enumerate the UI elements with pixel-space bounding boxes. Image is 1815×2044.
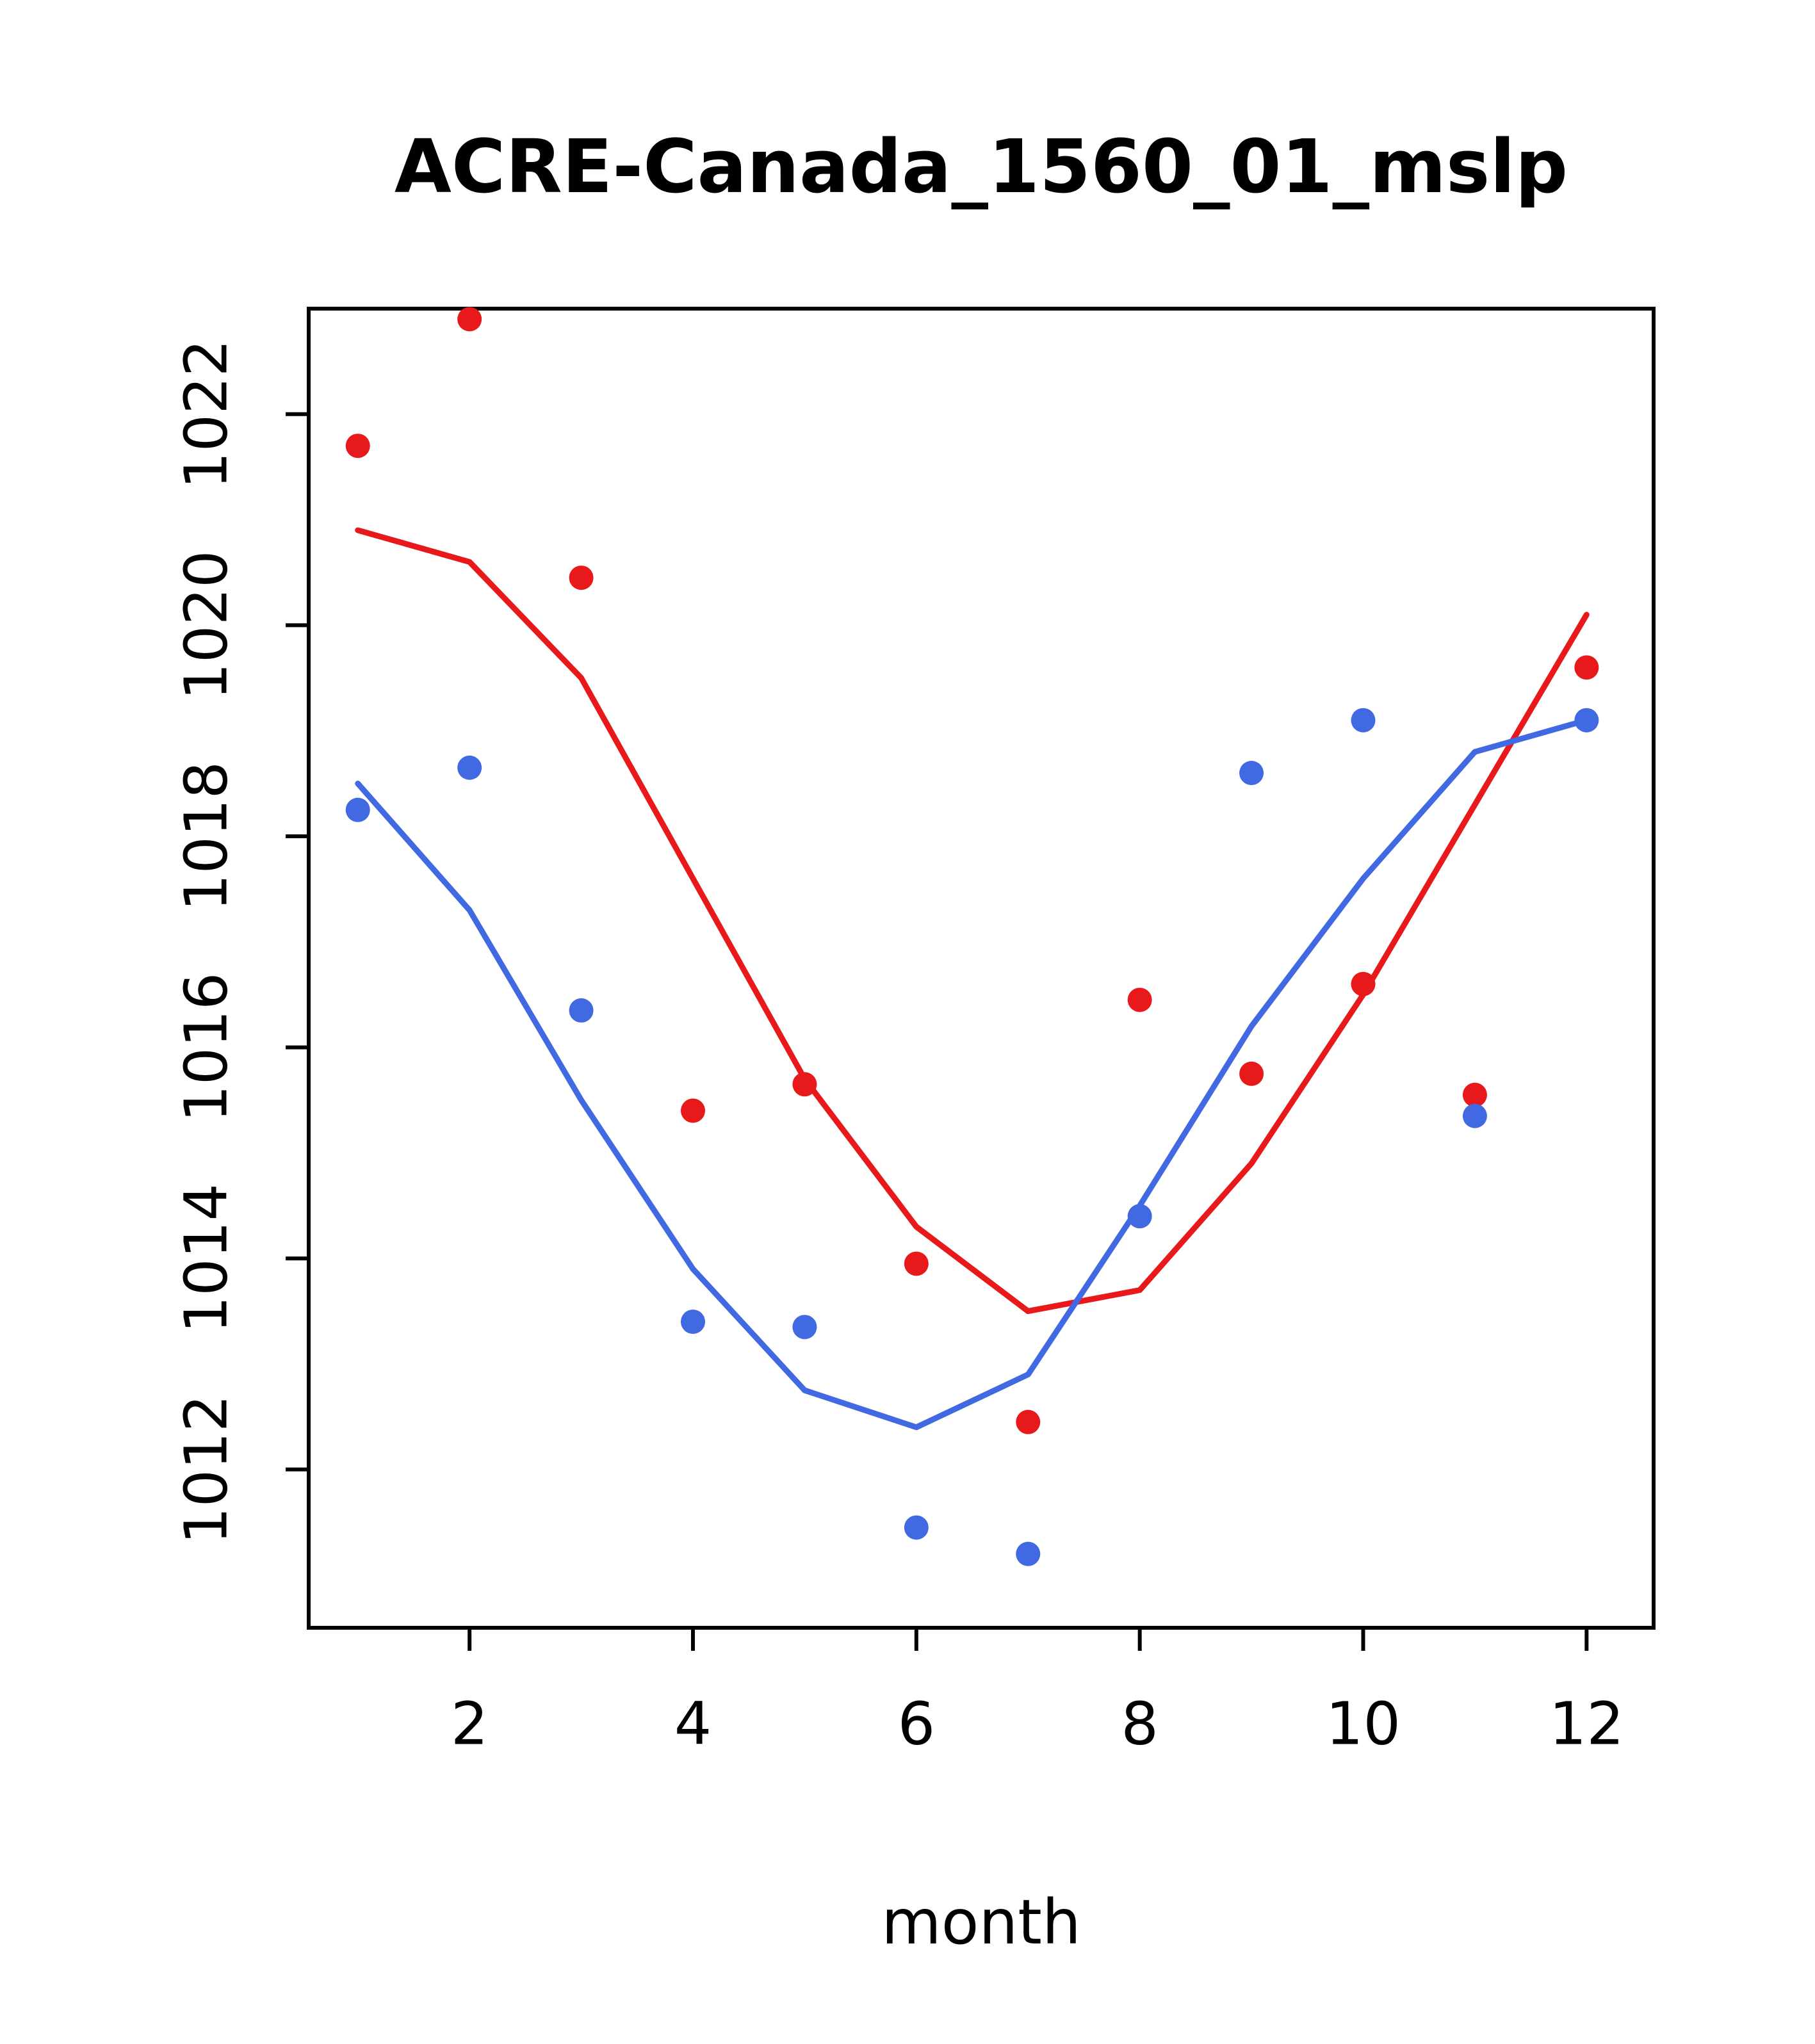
blue-point [345,797,370,822]
blue-point [681,1310,705,1334]
red-point [345,434,370,458]
red-point [681,1098,705,1123]
blue-point [1127,1204,1152,1229]
chart-title: ACRE-Canada_1560_01_mslp [395,124,1568,210]
blue-smooth-line [355,717,1590,1431]
y-tick-label: 1012 [172,1395,241,1545]
y-tick-label: 1018 [172,761,241,911]
y-tick-label: 1020 [172,550,241,700]
y-tick-label: 1016 [172,973,241,1123]
x-tick-label: 4 [674,1690,712,1758]
red-point [1462,1082,1487,1107]
blue-point [1351,708,1376,733]
red-point [1016,1409,1041,1434]
blue-point [1574,708,1599,733]
x-tick-label: 2 [451,1690,489,1758]
blue-point [1462,1103,1487,1128]
blue-point [1016,1541,1041,1566]
blue-point [569,998,594,1023]
blue-point [904,1515,929,1540]
red-point [792,1072,817,1097]
x-axis-label: month [881,1886,1081,1958]
red-point [904,1251,929,1276]
red-points [345,307,1599,1434]
x-tick-label: 8 [1121,1690,1159,1758]
x-tick-label: 10 [1326,1690,1401,1758]
plot-border [307,307,1656,1630]
red-smooth-line [355,527,1590,1315]
x-tick-label: 6 [898,1690,936,1758]
red-point [569,565,594,590]
y-axis: 1012 1014 1016 1018 1020 1022 [172,339,309,1545]
y-tick-label: 1014 [172,1183,241,1333]
blue-point [457,755,482,780]
x-tick-label: 12 [1549,1690,1624,1758]
red-point [1239,1061,1264,1086]
y-tick-label: 1022 [172,339,241,489]
blue-point [1239,761,1264,786]
red-point [1574,655,1599,680]
x-axis: 2 4 6 8 10 12 [451,1628,1624,1758]
red-point [1127,987,1152,1012]
red-point [1351,971,1376,996]
blue-points [345,708,1599,1566]
red-point [457,307,482,332]
series-layer [345,307,1599,1566]
blue-point [792,1315,817,1340]
